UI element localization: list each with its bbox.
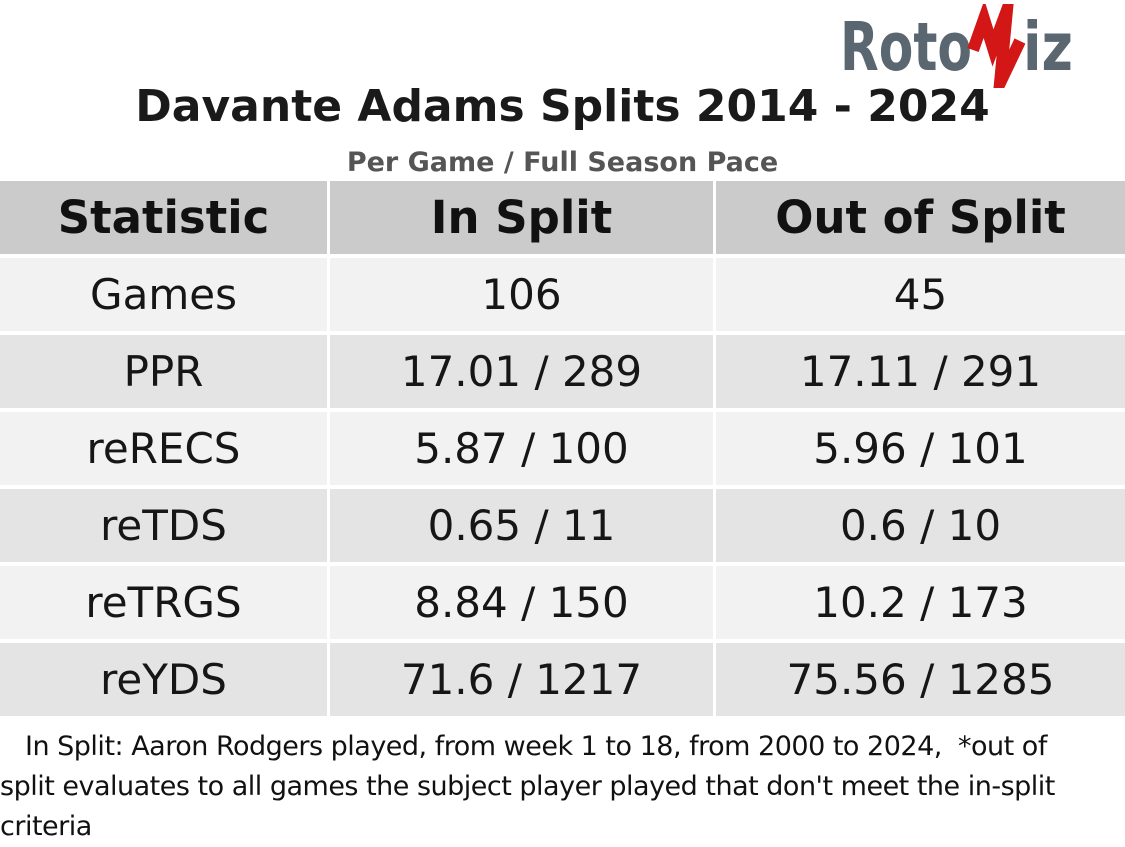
heartbeat-zigzag-icon xyxy=(967,0,1026,117)
table-row: PPR 17.01 / 289 17.11 / 291 xyxy=(0,335,1125,412)
footnote: In Split: Aaron Rodgers played, from wee… xyxy=(0,727,1125,847)
table-body: Games 106 45 PPR 17.01 / 289 17.11 / 291 reREC… xyxy=(0,258,1125,720)
table-cell: reYDS xyxy=(0,643,330,720)
logo-text-roto: Roto xyxy=(840,8,972,86)
footnote-line: criteria xyxy=(0,811,92,842)
table-row: reYDS 71.6 / 1217 75.56 / 1285 xyxy=(0,643,1125,720)
table-cell: reTRGS xyxy=(0,566,330,643)
table-cell: 8.84 / 150 xyxy=(330,566,716,643)
table-cell: Games xyxy=(0,258,330,335)
footnote-line: split evaluates to all games the subject… xyxy=(0,771,1055,802)
rotoviz-logo: Roto iz xyxy=(840,0,1075,117)
table-cell: 17.11 / 291 xyxy=(716,335,1125,412)
splits-table: Statistic In Split Out of Split Games 106… xyxy=(0,181,1125,720)
page-title: Davante Adams Splits 2014 - 2024 xyxy=(135,81,990,132)
table-cell: 0.65 / 11 xyxy=(330,489,716,566)
table-row: reRECS 5.87 / 100 5.96 / 101 xyxy=(0,412,1125,489)
table-row: reTDS 0.65 / 11 0.6 / 10 xyxy=(0,489,1125,566)
rotoviz-logo-graphic: Roto iz xyxy=(840,0,1073,117)
table-row: reTRGS 8.84 / 150 10.2 / 173 xyxy=(0,566,1125,643)
table-cell: 17.01 / 289 xyxy=(330,335,716,412)
table-cell: reTDS xyxy=(0,489,330,566)
table-cell: 5.96 / 101 xyxy=(716,412,1125,489)
table-cell: 0.6 / 10 xyxy=(716,489,1125,566)
table-cell: 5.87 / 100 xyxy=(330,412,716,489)
column-header-statistic: Statistic xyxy=(0,181,330,258)
table-cell: 106 xyxy=(330,258,716,335)
table-cell: 10.2 / 173 xyxy=(716,566,1125,643)
table-header-row: Statistic In Split Out of Split xyxy=(0,181,1125,258)
table-row: Games 106 45 xyxy=(0,258,1125,335)
page-subtitle: Per Game / Full Season Pace xyxy=(346,147,779,178)
table-cell: reRECS xyxy=(0,412,330,489)
footnote-line: In Split: Aaron Rodgers played, from wee… xyxy=(25,731,1047,762)
logo-text-iz: iz xyxy=(1023,8,1073,86)
column-header-in-split: In Split xyxy=(330,181,716,258)
table-cell: 45 xyxy=(716,258,1125,335)
column-header-out-of-split: Out of Split xyxy=(716,181,1125,258)
table-cell: PPR xyxy=(0,335,330,412)
table-cell: 71.6 / 1217 xyxy=(330,643,716,720)
table-cell: 75.56 / 1285 xyxy=(716,643,1125,720)
